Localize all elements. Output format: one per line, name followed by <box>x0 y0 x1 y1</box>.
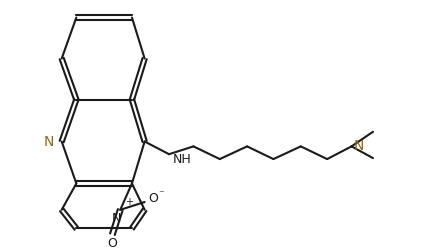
Text: N: N <box>354 139 364 153</box>
Text: O: O <box>108 237 117 250</box>
Text: +: + <box>125 197 133 207</box>
Text: O: O <box>149 192 158 205</box>
Text: N: N <box>112 212 121 225</box>
Text: ⁻: ⁻ <box>158 189 164 199</box>
Text: N: N <box>43 135 54 148</box>
Text: NH: NH <box>173 152 192 166</box>
